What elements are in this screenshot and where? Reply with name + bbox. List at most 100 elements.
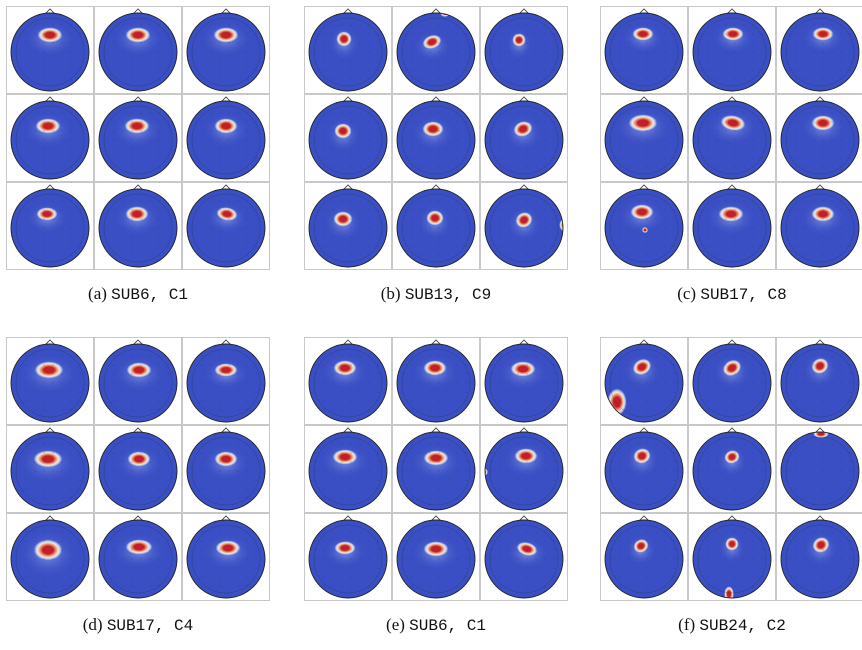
head-topomap-icon bbox=[98, 427, 178, 511]
head-topomap-icon bbox=[10, 339, 90, 423]
topomap-cell bbox=[600, 513, 688, 601]
head-topomap-icon bbox=[396, 96, 476, 180]
topomap-cell bbox=[600, 425, 688, 513]
panel-label: (f) bbox=[678, 615, 696, 634]
head-topomap-icon bbox=[604, 339, 684, 423]
topomap-cell bbox=[182, 94, 270, 182]
topomap-cell bbox=[304, 513, 392, 601]
panel-label: (c) bbox=[677, 284, 697, 303]
head-topomap-icon bbox=[98, 184, 178, 268]
head-topomap-icon bbox=[98, 515, 178, 599]
head-topomap-icon bbox=[308, 8, 388, 92]
head-topomap-icon bbox=[604, 515, 684, 599]
head-topomap-icon bbox=[396, 8, 476, 92]
topomap-grid bbox=[6, 337, 270, 601]
head-topomap-icon bbox=[308, 515, 388, 599]
topomap-cell bbox=[6, 182, 94, 270]
topomap-cell bbox=[182, 337, 270, 425]
head-topomap-icon bbox=[692, 515, 772, 599]
topomap-cell bbox=[182, 6, 270, 94]
topomap-grid bbox=[6, 6, 270, 270]
head-topomap-icon bbox=[692, 8, 772, 92]
head-topomap-icon bbox=[308, 427, 388, 511]
head-topomap-icon bbox=[396, 184, 476, 268]
topomap-cell bbox=[304, 6, 392, 94]
topomap-cell bbox=[480, 94, 568, 182]
topomap-cell bbox=[688, 513, 776, 601]
panel-code: SUB6, C1 bbox=[409, 617, 486, 635]
head-topomap-icon bbox=[780, 184, 860, 268]
topomap-cell bbox=[304, 182, 392, 270]
panel-d: (d) SUB17, C4 bbox=[6, 337, 270, 637]
topomap-cell bbox=[776, 337, 862, 425]
topomap-cell bbox=[94, 6, 182, 94]
head-topomap-icon bbox=[308, 339, 388, 423]
topomap-cell bbox=[776, 6, 862, 94]
head-topomap-icon bbox=[186, 427, 266, 511]
head-topomap-icon bbox=[10, 427, 90, 511]
topomap-cell bbox=[182, 513, 270, 601]
topomap-cell bbox=[304, 337, 392, 425]
panel-caption: (f) SUB24, C2 bbox=[600, 615, 862, 635]
head-topomap-icon bbox=[484, 515, 564, 599]
topomap-cell bbox=[600, 182, 688, 270]
panel-code: SUB17, C8 bbox=[700, 286, 787, 304]
topomap-cell bbox=[688, 94, 776, 182]
topomap-cell bbox=[480, 6, 568, 94]
panel-label: (a) bbox=[88, 284, 107, 303]
head-topomap-icon bbox=[186, 96, 266, 180]
topomap-grid bbox=[304, 6, 568, 270]
panel-caption: (b) SUB13, C9 bbox=[304, 284, 568, 304]
head-topomap-icon bbox=[484, 96, 564, 180]
head-topomap-icon bbox=[780, 339, 860, 423]
head-topomap-icon bbox=[604, 96, 684, 180]
panel-c: (c) SUB17, C8 bbox=[600, 6, 862, 306]
topomap-cell bbox=[688, 425, 776, 513]
topomap-cell bbox=[94, 94, 182, 182]
panel-f: (f) SUB24, C2 bbox=[600, 337, 862, 637]
panel-caption: (a) SUB6, C1 bbox=[6, 284, 270, 304]
head-topomap-icon bbox=[692, 427, 772, 511]
panel-code: SUB24, C2 bbox=[699, 617, 786, 635]
head-topomap-icon bbox=[780, 8, 860, 92]
panel-code: SUB6, C1 bbox=[111, 286, 188, 304]
topomap-cell bbox=[392, 182, 480, 270]
panel-e: (e) SUB6, C1 bbox=[304, 337, 568, 637]
topomap-cell bbox=[392, 513, 480, 601]
topomap-cell bbox=[480, 182, 568, 270]
head-topomap-icon bbox=[396, 427, 476, 511]
topomap-cell bbox=[776, 182, 862, 270]
head-topomap-icon bbox=[186, 339, 266, 423]
topomap-cell bbox=[6, 337, 94, 425]
head-topomap-icon bbox=[692, 184, 772, 268]
topomap-cell bbox=[304, 425, 392, 513]
head-topomap-icon bbox=[780, 427, 860, 511]
head-topomap-icon bbox=[396, 515, 476, 599]
topomap-cell bbox=[392, 337, 480, 425]
topomap-cell bbox=[600, 337, 688, 425]
topomap-cell bbox=[392, 6, 480, 94]
head-topomap-icon bbox=[10, 8, 90, 92]
topomap-grid bbox=[600, 337, 862, 601]
topomap-cell bbox=[688, 182, 776, 270]
head-topomap-icon bbox=[780, 96, 860, 180]
topomap-grid bbox=[304, 337, 568, 601]
topomap-cell bbox=[392, 94, 480, 182]
head-topomap-icon bbox=[186, 515, 266, 599]
head-topomap-icon bbox=[308, 184, 388, 268]
head-topomap-icon bbox=[98, 8, 178, 92]
topomap-cell bbox=[600, 6, 688, 94]
topomap-cell bbox=[94, 182, 182, 270]
panel-b: (b) SUB13, C9 bbox=[304, 6, 568, 306]
head-topomap-icon bbox=[692, 96, 772, 180]
head-topomap-icon bbox=[604, 184, 684, 268]
topomap-cell bbox=[182, 182, 270, 270]
topomap-cell bbox=[6, 94, 94, 182]
topomap-cell bbox=[304, 94, 392, 182]
panel-a: (a) SUB6, C1 bbox=[6, 6, 270, 306]
panel-code: SUB17, C4 bbox=[106, 617, 194, 635]
topomap-cell bbox=[480, 513, 568, 601]
head-topomap-icon bbox=[98, 96, 178, 180]
head-topomap-icon bbox=[604, 427, 684, 511]
head-topomap-icon bbox=[98, 339, 178, 423]
